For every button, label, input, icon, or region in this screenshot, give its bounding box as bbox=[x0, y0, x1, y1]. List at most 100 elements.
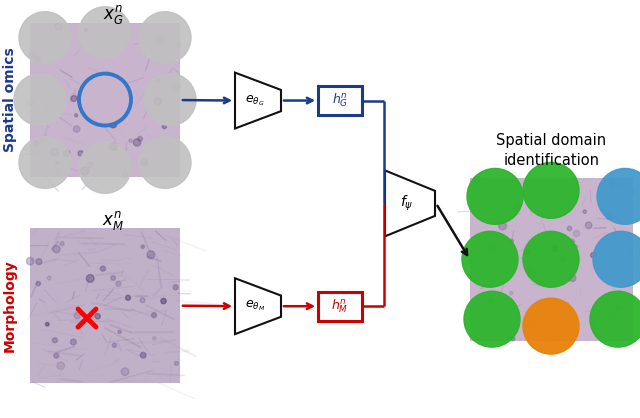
Circle shape bbox=[529, 269, 532, 273]
Bar bbox=[30, 23, 180, 177]
Circle shape bbox=[528, 264, 532, 268]
Circle shape bbox=[54, 353, 59, 358]
Circle shape bbox=[606, 214, 612, 219]
Circle shape bbox=[590, 319, 594, 323]
Circle shape bbox=[118, 330, 121, 334]
Circle shape bbox=[121, 368, 129, 375]
Circle shape bbox=[474, 176, 481, 183]
Circle shape bbox=[78, 97, 84, 103]
Circle shape bbox=[173, 285, 178, 290]
Circle shape bbox=[163, 125, 166, 129]
Circle shape bbox=[125, 295, 131, 300]
Circle shape bbox=[499, 222, 506, 230]
Circle shape bbox=[525, 250, 531, 255]
Circle shape bbox=[513, 204, 520, 210]
Text: $e_{\theta_G}$: $e_{\theta_G}$ bbox=[245, 93, 265, 108]
Circle shape bbox=[84, 28, 88, 32]
Circle shape bbox=[28, 99, 34, 105]
Circle shape bbox=[79, 74, 131, 125]
Circle shape bbox=[26, 257, 34, 265]
Circle shape bbox=[597, 168, 640, 224]
Circle shape bbox=[147, 251, 155, 259]
Circle shape bbox=[75, 114, 77, 117]
Polygon shape bbox=[385, 171, 435, 236]
Circle shape bbox=[141, 159, 147, 166]
Circle shape bbox=[109, 143, 117, 150]
Circle shape bbox=[583, 210, 586, 214]
Circle shape bbox=[174, 362, 179, 365]
Circle shape bbox=[45, 322, 49, 326]
Bar bbox=[30, 23, 180, 177]
Circle shape bbox=[586, 222, 592, 229]
Circle shape bbox=[152, 313, 156, 318]
Circle shape bbox=[467, 168, 523, 224]
Text: $x_M^n$: $x_M^n$ bbox=[102, 209, 124, 232]
Text: $f_\psi$: $f_\psi$ bbox=[400, 194, 413, 213]
Circle shape bbox=[33, 140, 39, 146]
Circle shape bbox=[161, 298, 166, 304]
Circle shape bbox=[157, 37, 163, 43]
Bar bbox=[30, 228, 180, 383]
Circle shape bbox=[139, 137, 191, 189]
Circle shape bbox=[95, 314, 100, 319]
Circle shape bbox=[630, 189, 635, 194]
Circle shape bbox=[51, 148, 59, 156]
Circle shape bbox=[609, 181, 614, 187]
Circle shape bbox=[464, 291, 520, 347]
Circle shape bbox=[617, 306, 620, 309]
Circle shape bbox=[78, 150, 83, 156]
Circle shape bbox=[70, 339, 76, 345]
Circle shape bbox=[552, 246, 558, 252]
Circle shape bbox=[79, 141, 131, 194]
Circle shape bbox=[139, 12, 191, 64]
Circle shape bbox=[63, 150, 70, 156]
Circle shape bbox=[528, 270, 536, 278]
Text: Morphology: Morphology bbox=[3, 259, 17, 352]
Circle shape bbox=[573, 230, 580, 237]
Circle shape bbox=[19, 12, 71, 64]
Circle shape bbox=[133, 139, 141, 146]
Circle shape bbox=[593, 231, 640, 287]
Circle shape bbox=[35, 56, 40, 62]
Circle shape bbox=[36, 281, 40, 286]
Circle shape bbox=[567, 226, 572, 231]
Text: $h_G^n$: $h_G^n$ bbox=[332, 92, 348, 109]
Circle shape bbox=[122, 171, 128, 178]
Text: $h_M^n$: $h_M^n$ bbox=[332, 298, 349, 315]
Circle shape bbox=[523, 163, 579, 218]
Circle shape bbox=[618, 182, 621, 185]
Circle shape bbox=[19, 137, 71, 189]
Circle shape bbox=[591, 252, 596, 258]
Text: Spatial domain
identification: Spatial domain identification bbox=[497, 133, 607, 168]
Circle shape bbox=[561, 257, 566, 263]
Circle shape bbox=[140, 352, 146, 358]
FancyBboxPatch shape bbox=[318, 292, 362, 321]
Circle shape bbox=[509, 239, 513, 243]
Circle shape bbox=[52, 245, 60, 253]
Circle shape bbox=[176, 42, 181, 47]
Circle shape bbox=[71, 96, 77, 102]
Circle shape bbox=[60, 242, 64, 246]
Circle shape bbox=[490, 245, 496, 251]
FancyBboxPatch shape bbox=[318, 86, 362, 115]
Circle shape bbox=[154, 97, 161, 104]
Circle shape bbox=[523, 231, 579, 287]
Circle shape bbox=[590, 291, 640, 347]
Circle shape bbox=[144, 74, 196, 125]
Circle shape bbox=[109, 120, 117, 128]
Bar bbox=[470, 178, 633, 341]
Circle shape bbox=[74, 312, 81, 319]
Circle shape bbox=[56, 161, 59, 165]
Circle shape bbox=[112, 343, 116, 347]
Circle shape bbox=[79, 74, 131, 125]
Polygon shape bbox=[235, 278, 281, 334]
Circle shape bbox=[141, 245, 145, 248]
Circle shape bbox=[140, 298, 145, 303]
Circle shape bbox=[573, 245, 578, 249]
Circle shape bbox=[462, 231, 518, 287]
Circle shape bbox=[86, 275, 94, 282]
Circle shape bbox=[36, 259, 42, 265]
Circle shape bbox=[29, 52, 35, 58]
Circle shape bbox=[116, 281, 121, 286]
Circle shape bbox=[100, 266, 106, 271]
